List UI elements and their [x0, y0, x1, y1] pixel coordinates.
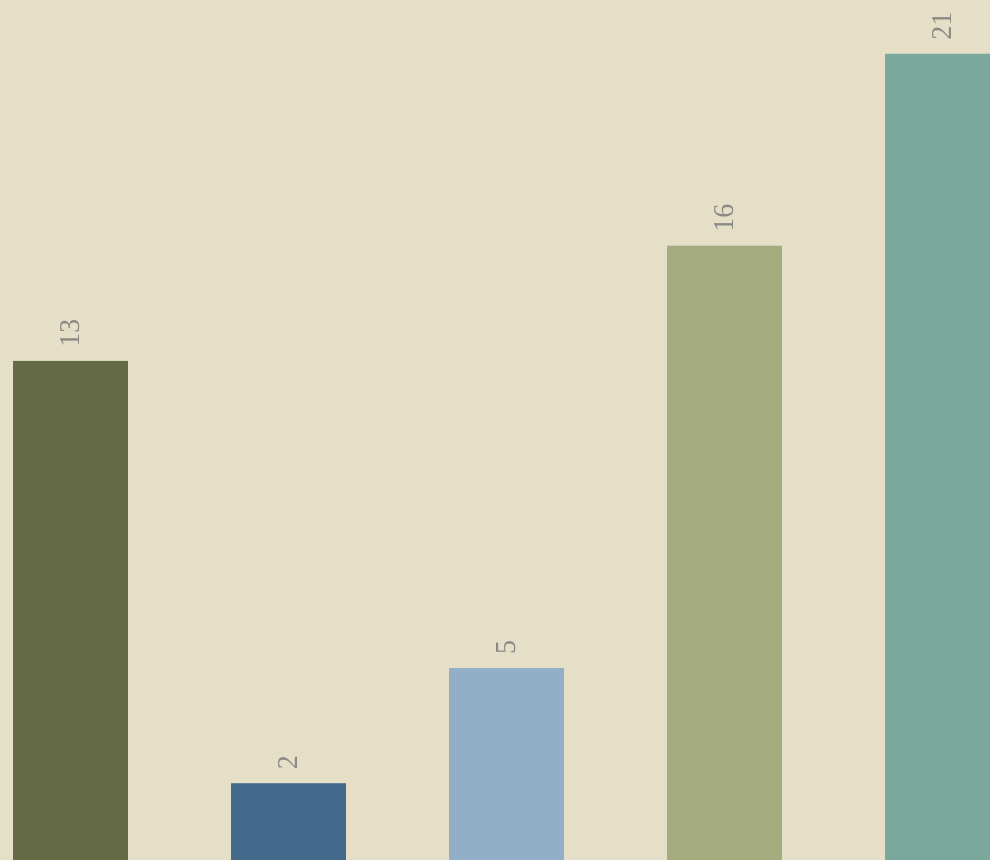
bar-2	[231, 783, 346, 860]
data-label-3: 5	[491, 640, 522, 654]
bar-4	[667, 245, 782, 860]
bars-group	[13, 53, 990, 860]
bar-3	[449, 668, 564, 860]
data-label-2: 2	[273, 755, 304, 769]
data-labels-group: 13 2 5 16 21	[55, 12, 958, 769]
data-label-4: 16	[709, 204, 740, 232]
bar-1	[13, 360, 128, 860]
data-label-1: 13	[55, 319, 86, 347]
data-label-5: 21	[927, 12, 958, 40]
bar-5	[885, 53, 990, 860]
